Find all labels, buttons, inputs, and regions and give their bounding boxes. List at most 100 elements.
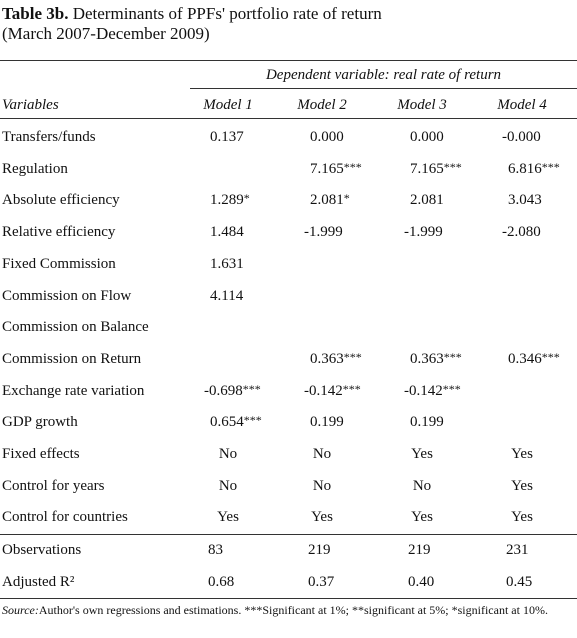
significance: * [343,191,350,206]
cell-value: 2.081 [310,192,344,209]
cell: 7.165*** [310,160,362,178]
cell: -0.698*** [204,382,261,400]
cell-value: 0.199 [410,414,444,431]
cell-value: 0.654 [210,414,244,431]
column-header: Model 3 [397,97,447,113]
cell: 7.165*** [410,160,462,178]
cell: Yes [382,445,462,463]
row-label: GDP growth [2,414,78,431]
row-label: Observations [2,542,82,558]
significance: *** [243,413,262,428]
cell: Yes [482,477,562,495]
cell: 1.289* [210,191,250,209]
cell: 219 [308,541,331,559]
cell: 3.043 [508,191,542,209]
significance: *** [343,159,362,174]
row-label: Commission on Return [2,350,142,367]
cell-value: Yes [511,477,533,494]
cell: 0.37 [308,573,334,591]
table-subtitle: (March 2007-December 2009) [2,24,210,43]
column-header: Model 2 [297,97,347,113]
cell-value: -0.142 [304,382,343,399]
cell: 6.816*** [508,160,560,178]
row-label: Adjusted R² [2,574,75,590]
cell: 0.199 [310,413,344,431]
cell-value: 0.137 [210,129,244,145]
cell-value: 0.000 [310,129,344,145]
cell-value: 0.45 [506,574,533,590]
cell: 2.081* [310,191,350,209]
cell-value: No [218,477,238,494]
cell: 1.631 [210,255,244,273]
significance: * [243,191,250,206]
cell-value: -1.999 [404,224,443,241]
cell: -2.080 [502,223,541,241]
cell-value: 0.40 [408,574,435,590]
cell: 0.40 [408,573,434,591]
cell-value: 83 [208,542,223,558]
cell-value: No [312,446,332,462]
significance: *** [541,159,560,174]
cell-value: -0.698 [204,382,243,399]
cell-value: 4.114 [210,287,244,304]
significance: *** [443,159,462,174]
cell-value: -0.142 [404,382,443,399]
cell-value: Yes [411,446,433,462]
cell: 0.346*** [508,350,560,368]
cell: No [282,445,362,463]
rule [190,88,577,89]
cell-value: 1.484 [210,224,244,241]
cell: -1.999 [404,223,443,241]
cell: -0.142*** [304,382,361,400]
cell: No [188,445,268,463]
cell-value: 219 [308,542,331,558]
cell: Yes [482,508,562,526]
cell-value: No [312,477,332,494]
significance: *** [242,381,261,396]
column-header: Variables [2,97,59,113]
cell: 231 [506,541,529,559]
row-label: Commission on Balance [2,319,149,336]
significance: *** [541,349,560,364]
cell: 0.137 [210,128,244,146]
cell: 4.114 [210,287,243,305]
cell: 0.654*** [210,413,262,431]
cell: Yes [188,508,268,526]
cell-value: 0.346 [508,350,542,367]
cell: 0.363*** [410,350,462,368]
cell-value: 6.816 [508,160,542,177]
row-label: Relative efficiency [2,224,116,241]
row-label: Transfers/funds [2,129,96,145]
table-title: Table 3b. Determinants of PPFs' portfoli… [2,4,382,24]
significance: *** [443,349,462,364]
cell-value: 0.000 [410,129,444,145]
title-text: Determinants of PPFs' portfolio rate of … [72,4,382,23]
row-label: Control for countries [2,509,128,526]
cell-value: Yes [511,509,533,526]
cell-value: 0.37 [308,574,335,590]
cell: Yes [482,445,562,463]
cell-value: 7.165 [410,160,444,177]
cell: 0.199 [410,413,444,431]
row-label: Commission on Flow [2,287,132,304]
rule [0,118,577,119]
column-header: Model 4 [497,97,547,113]
rule [0,598,577,599]
group-header: Dependent variable: real rate of return [265,67,502,83]
column-header: Model 1 [203,97,253,113]
row-label: Regulation [2,160,68,177]
cell-value: No [218,446,238,462]
cell: 0.68 [208,573,234,591]
cell: 0.000 [410,128,444,146]
cell: -0.000 [502,128,541,146]
cell: No [382,477,462,495]
cell: Yes [382,508,462,526]
cell: No [282,477,362,495]
cell-value: 231 [506,542,529,558]
cell-value: 0.363 [410,350,444,367]
cell-value: -2.080 [502,224,541,241]
cell-value: 1.631 [210,255,244,272]
cell: 1.484 [210,223,244,241]
row-label: Control for years [2,477,105,494]
